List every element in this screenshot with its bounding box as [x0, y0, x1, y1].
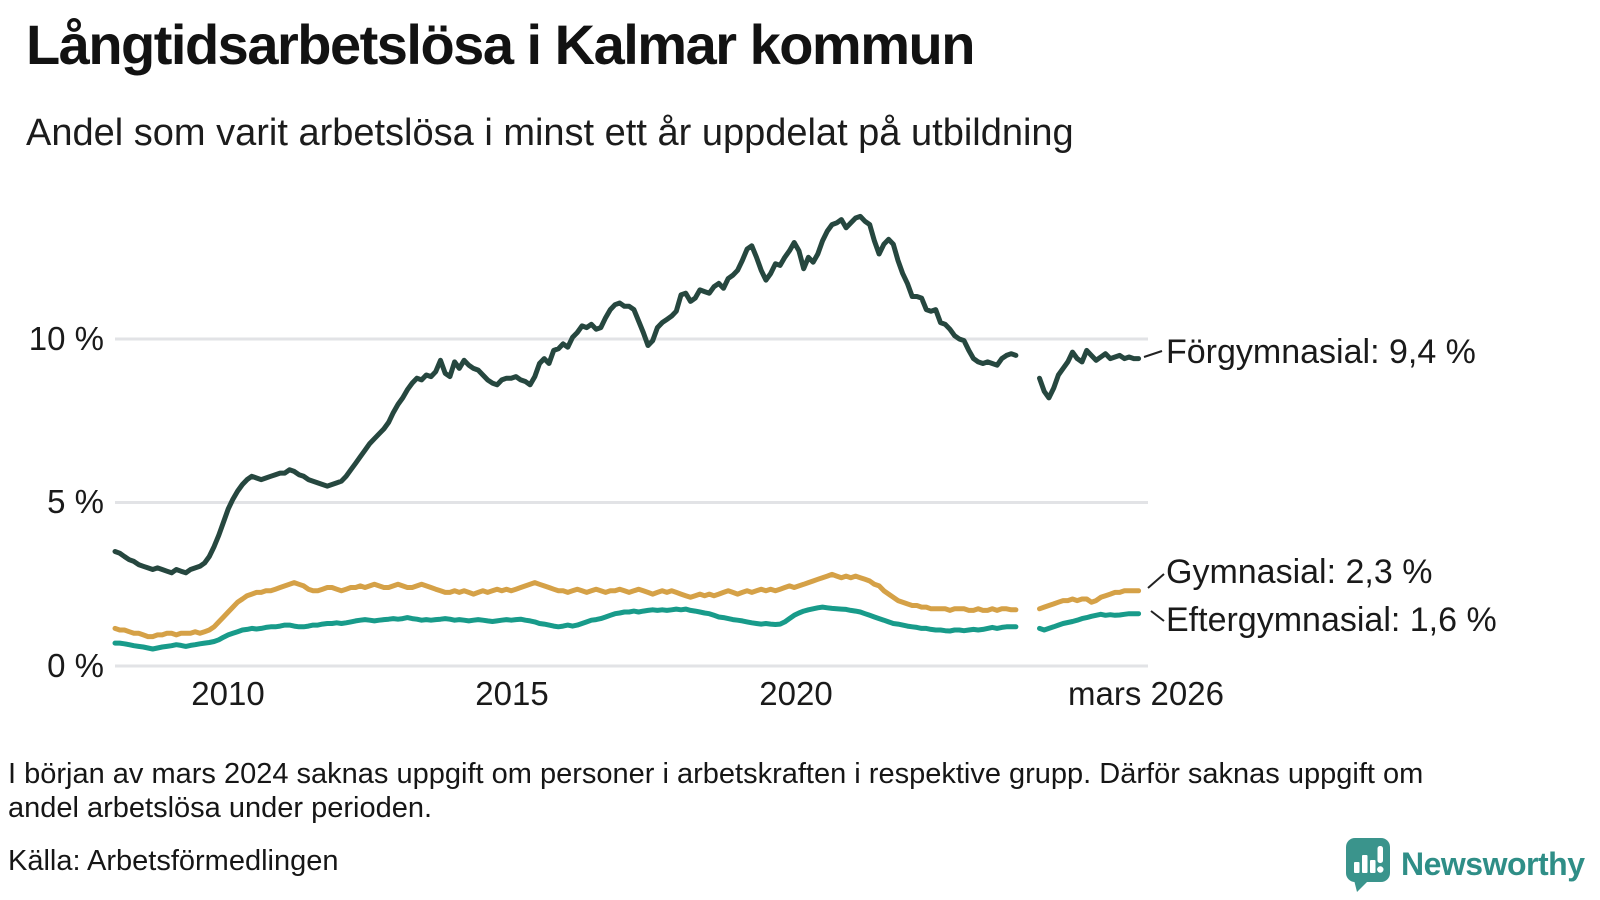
newsworthy-logo: Newsworthy — [1344, 836, 1585, 893]
y-axis-tick-10: 10 % — [28, 320, 104, 357]
bar-chart-speech-bubble-icon — [1346, 838, 1390, 892]
series-end-label-gymnasial: Gymnasial: 2,3 % — [1166, 553, 1433, 591]
label-connector-eftergymnasial — [1150, 610, 1165, 622]
y-axis-tick-0: 0 % — [47, 647, 104, 684]
newsworthy-logo-text: Newsworthy — [1401, 846, 1585, 882]
x-axis-tick-2010: 2010 — [191, 675, 265, 712]
series-end-label-eftergymnasial: Eftergymnasial: 1,6 % — [1166, 601, 1497, 639]
label-connector-gymnasial — [1147, 573, 1165, 589]
source-attribution: Källa: Arbetsförmedlingen — [8, 845, 339, 877]
series-line-eftergymnasial — [112, 604, 1142, 652]
series-line-gymnasial — [112, 571, 1142, 640]
x-axis-tick-2020: 2020 — [759, 675, 833, 712]
series-line-förgymnasial — [112, 213, 1142, 576]
label-connector-förgymnasial — [1143, 350, 1163, 358]
y-axis-tick-5: 5 % — [47, 483, 104, 520]
footnote-line-1: I början av mars 2024 saknas uppgift om … — [8, 758, 1424, 790]
x-axis-tick-2015: 2015 — [475, 675, 549, 712]
footnote-line-2: andel arbetslösa under perioden. — [8, 792, 433, 824]
series-end-label-forgymnasial: Förgymnasial: 9,4 % — [1166, 333, 1476, 371]
footnote: I början av mars 2024 saknas uppgift om … — [8, 757, 1423, 825]
x-axis-tick-mars-2026: mars 2026 — [1068, 675, 1224, 712]
page-subtitle: Andel som varit arbetslösa i minst ett å… — [26, 112, 1074, 154]
page-title: Långtidsarbetslösa i Kalmar kommun — [26, 13, 975, 76]
